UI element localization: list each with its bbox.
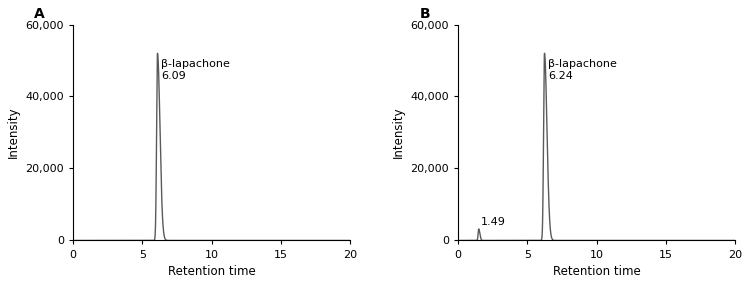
Text: B: B [419, 7, 430, 21]
Text: β-lapachone
6.24: β-lapachone 6.24 [548, 59, 617, 80]
X-axis label: Retention time: Retention time [168, 265, 255, 278]
Text: A: A [34, 7, 45, 21]
Text: β-lapachone
6.09: β-lapachone 6.09 [161, 59, 230, 80]
Text: 1.49: 1.49 [481, 217, 506, 227]
X-axis label: Retention time: Retention time [553, 265, 640, 278]
Y-axis label: Intensity: Intensity [7, 107, 20, 158]
Y-axis label: Intensity: Intensity [392, 107, 405, 158]
